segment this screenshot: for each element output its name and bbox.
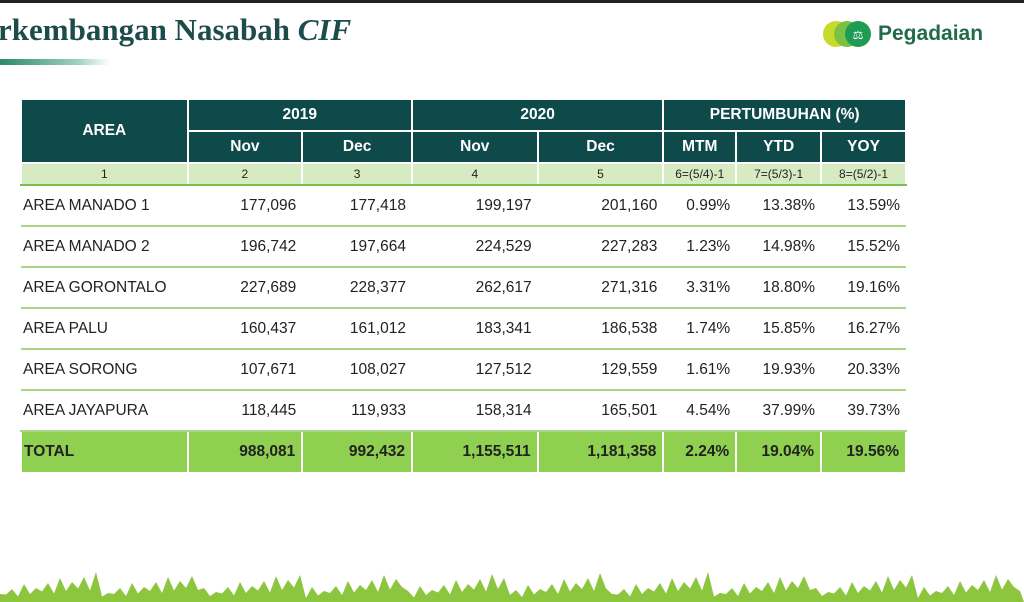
value-cell: 227,689 [187,267,303,309]
cif-table: AREA 2019 2020 PERTUMBUHAN (%) Nov Dec Nov… [20,98,907,474]
value-cell: 6=(5/4)-1 [662,162,738,186]
value-cell: 1,155,511 [410,430,539,474]
value-cell: 13.59% [821,185,906,227]
value-cell: 37.99% [736,390,822,432]
value-cell: 186,538 [537,308,664,350]
value-cell: 14.98% [736,226,822,268]
area-cell: TOTAL [20,430,189,474]
value-cell: 18.80% [736,267,822,309]
subheader: YOY [820,130,907,164]
value-cell: 183,341 [411,308,538,350]
subheader: Dec [301,130,413,164]
subheader: YTD [735,130,823,164]
value-cell: 8=(5/2)-1 [820,162,907,186]
svg-text:⚖: ⚖ [853,28,864,42]
value-cell: 127,512 [411,349,538,391]
table-row: AREA JAYAPURA 118,445 119,933 158,314 165,50… [21,390,906,432]
pegadaian-logo: ⚖ Pegadaian [822,20,983,48]
value-cell: 160,437 [187,308,303,350]
area-cell: AREA JAYAPURA [21,390,188,432]
value-cell: 118,445 [187,390,303,432]
value-cell: 158,314 [411,390,538,432]
subheader: Nov [410,130,539,164]
area-cell: AREA GORONTALO [21,267,188,309]
value-cell: 19.16% [821,267,906,309]
grass-blades [0,572,1024,602]
total-row: TOTAL 988,081 992,432 1,155,511 1,181,358 2.2… [20,430,907,474]
table-row: AREA GORONTALO 227,689 228,377 262,617 271,3… [21,267,906,309]
value-cell: 988,081 [186,430,304,474]
title-text: rkembangan Nasabah [0,12,298,47]
area-cell: AREA SORONG [21,349,188,391]
title-italic: CIF [297,12,352,47]
value-cell: 119,933 [302,390,412,432]
top-border [0,0,1024,3]
table-row: AREA MANADO 1 177,096 177,418 199,197 201,16… [21,185,906,227]
table-row: AREA PALU 160,437 161,012 183,341 186,538 1.7… [21,308,906,350]
value-cell: 262,617 [411,267,538,309]
area-cell: AREA PALU [21,308,188,350]
area-cell: AREA MANADO 1 [21,185,188,227]
value-cell: 129,559 [537,349,664,391]
value-cell: 4 [410,162,539,186]
value-cell: 1,181,358 [536,430,665,474]
value-cell: 177,418 [302,185,412,227]
value-cell: 177,096 [187,185,303,227]
value-cell: 15.52% [821,226,906,268]
area-cell: 1 [20,162,189,186]
value-cell: 107,671 [187,349,303,391]
value-cell: 4.54% [663,390,737,432]
title-underline [0,59,110,65]
value-cell: 39.73% [821,390,906,432]
table-row: AREA SORONG 107,671 108,027 127,512 129,559 1… [21,349,906,391]
value-cell: 0.99% [663,185,737,227]
value-cell: 13.38% [736,185,822,227]
logo-circles-icon: ⚖ [823,21,871,47]
value-cell: 16.27% [821,308,906,350]
value-cell: 992,432 [301,430,413,474]
slide-title: rkembangan Nasabah CIF [0,12,351,48]
value-cell: 19.93% [736,349,822,391]
value-cell: 196,742 [187,226,303,268]
value-cell: 161,012 [302,308,412,350]
value-cell: 227,283 [537,226,664,268]
value-cell: 19.04% [735,430,823,474]
value-cell: 7=(5/3)-1 [735,162,823,186]
header-2020: 2020 [410,98,665,132]
value-cell: 3 [301,162,413,186]
subheader: Nov [186,130,304,164]
header-area: AREA [20,98,189,164]
value-cell: 15.85% [736,308,822,350]
value-cell: 108,027 [302,349,412,391]
value-cell: 1.23% [663,226,737,268]
value-cell: 2.24% [662,430,738,474]
value-cell: 2 [186,162,304,186]
value-cell: 1.61% [663,349,737,391]
value-cell: 271,316 [537,267,664,309]
idx-row: 1 2 3 4 5 6=(5/4)-1 7=(5/3)-1 8=(5/2)-1 [20,162,907,186]
value-cell: 197,664 [302,226,412,268]
subheader: MTM [662,130,738,164]
table-row: AREA MANADO 2 196,742 197,664 224,529 227,28… [21,226,906,268]
value-cell: 20.33% [821,349,906,391]
header-growth: PERTUMBUHAN (%) [662,98,907,132]
value-cell: 224,529 [411,226,538,268]
value-cell: 199,197 [411,185,538,227]
header-2019: 2019 [186,98,413,132]
value-cell: 3.31% [663,267,737,309]
area-cell: AREA MANADO 2 [21,226,188,268]
value-cell: 1.74% [663,308,737,350]
value-cell: 201,160 [537,185,664,227]
value-cell: 165,501 [537,390,664,432]
logo-text: Pegadaian [878,22,984,45]
value-cell: 228,377 [302,267,412,309]
value-cell: 19.56% [820,430,907,474]
grass-decoration [0,572,1024,602]
value-cell: 5 [536,162,665,186]
subheader: Dec [536,130,665,164]
